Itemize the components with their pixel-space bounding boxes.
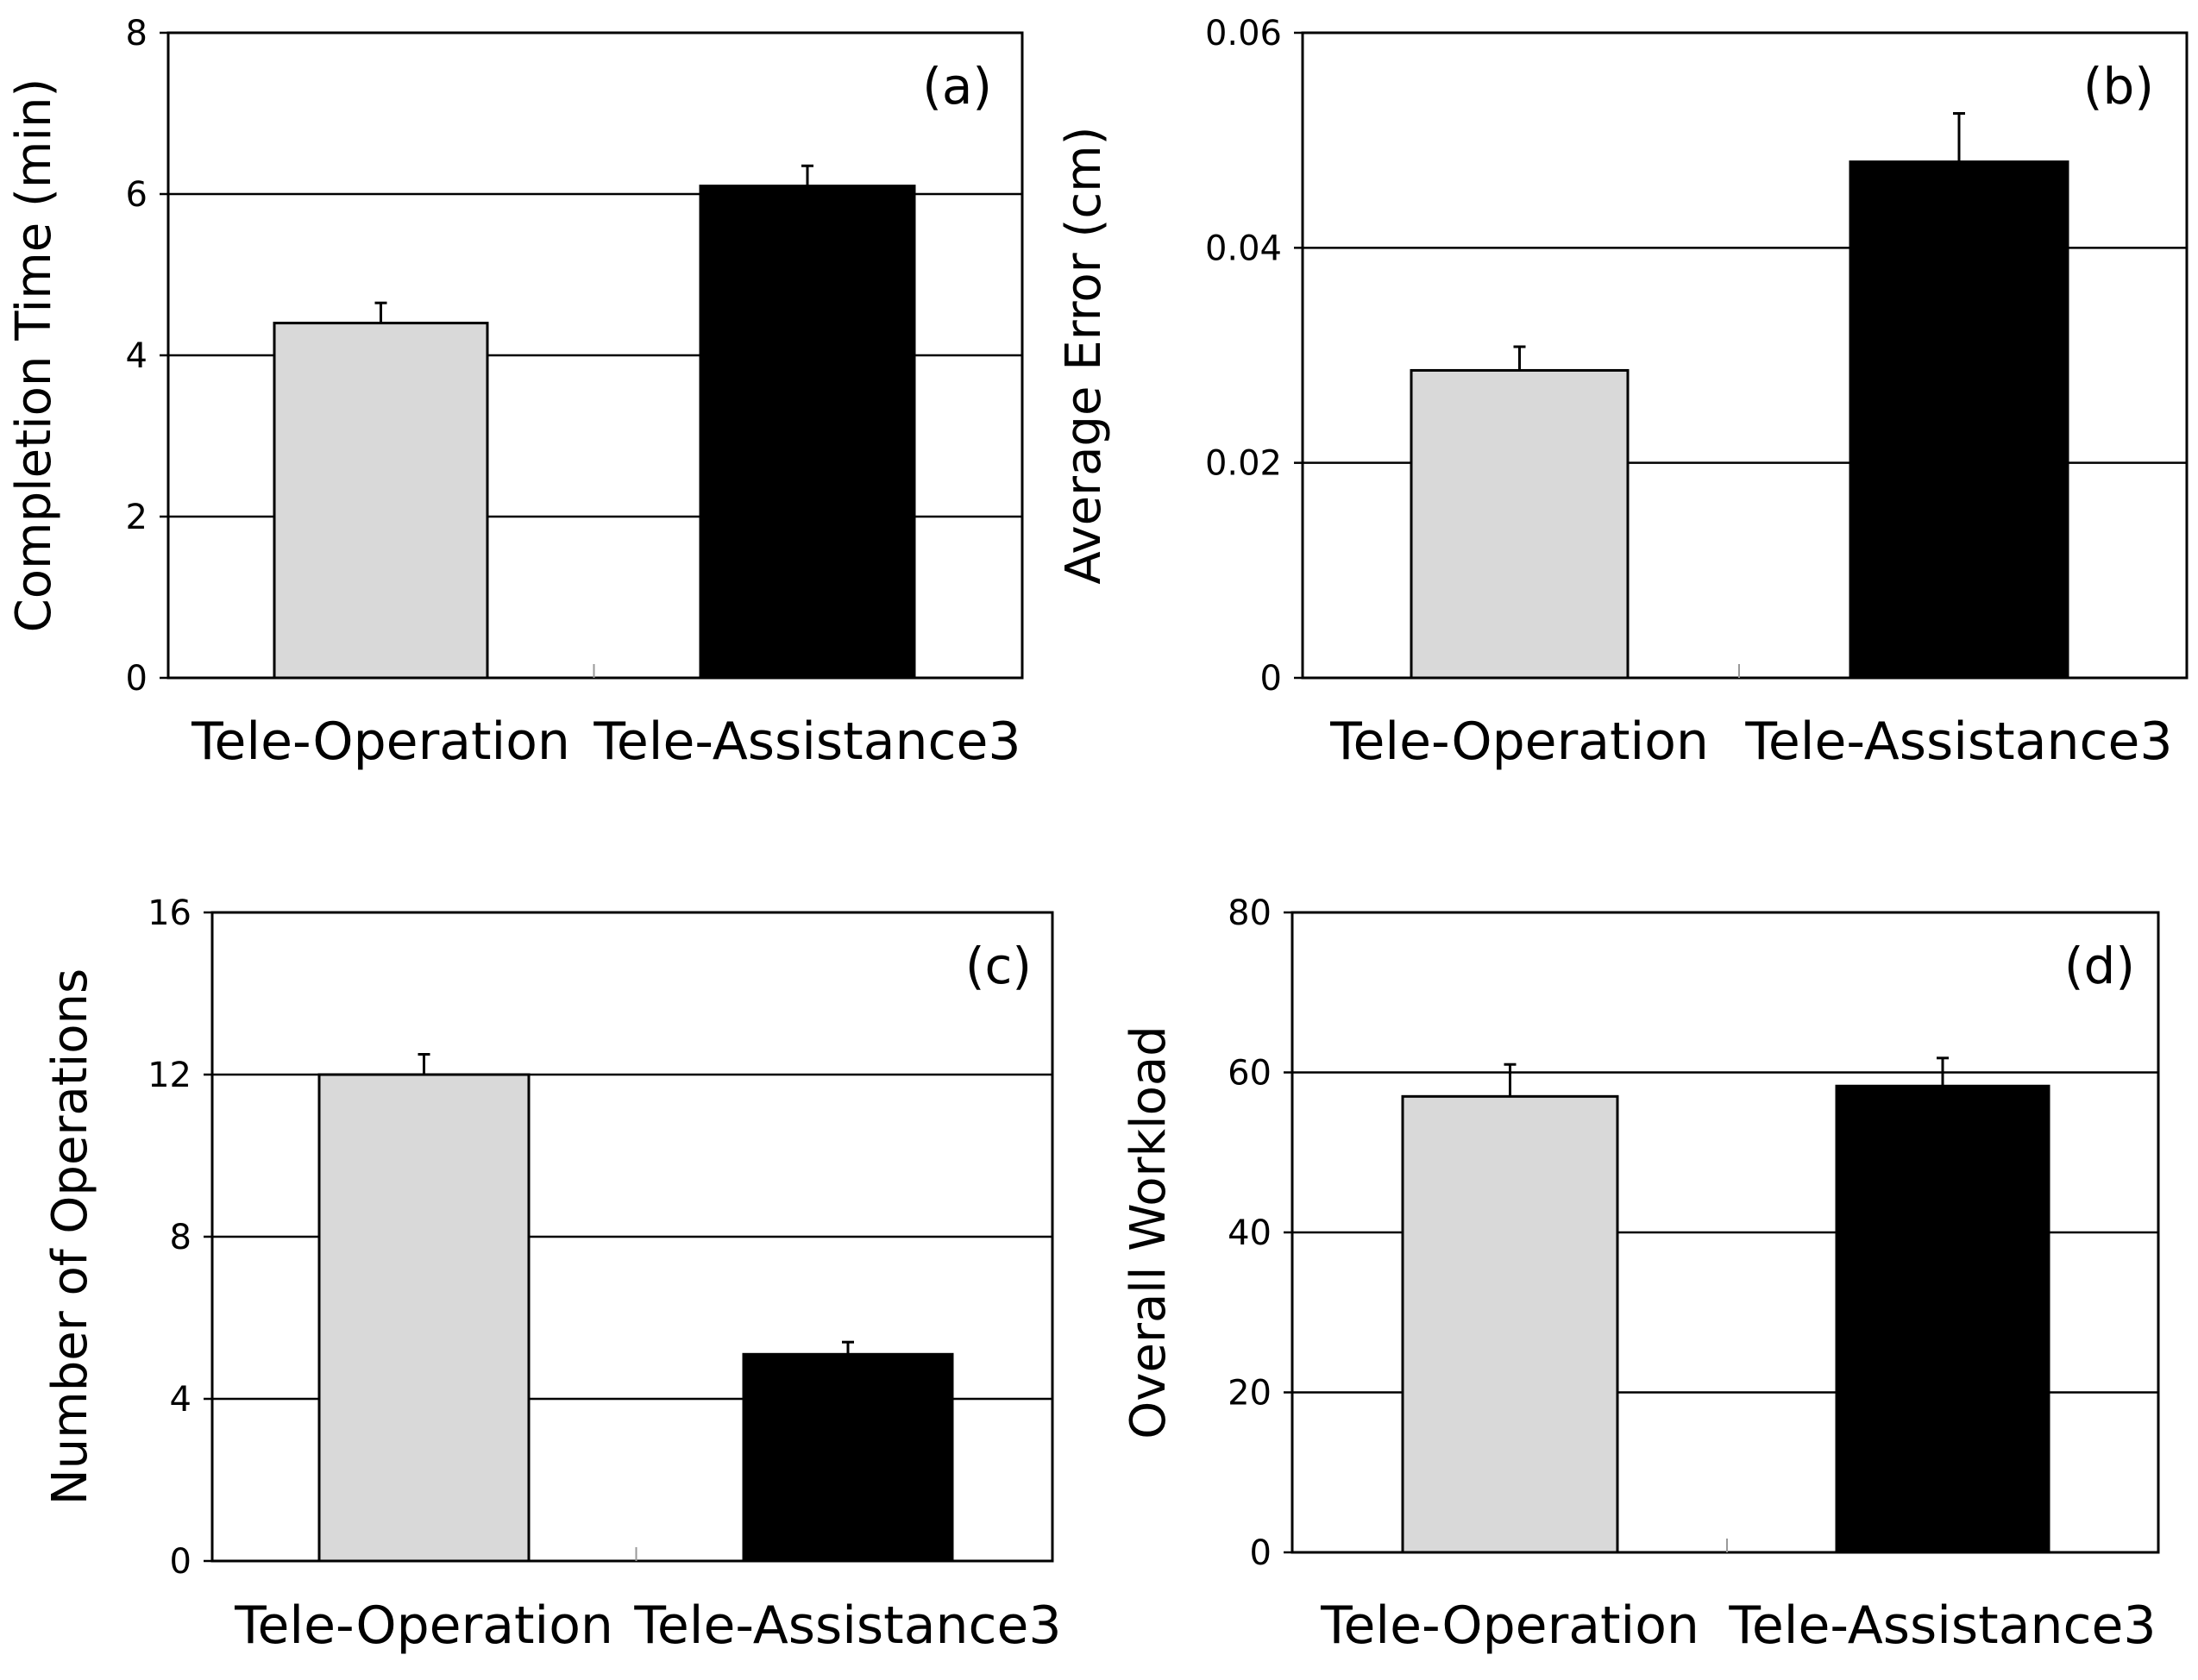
bar-to: [273, 322, 489, 680]
y-tick-label: 0: [1260, 659, 1282, 699]
bar-to: [1401, 1094, 1619, 1554]
y-tick-label: 20: [1228, 1374, 1272, 1414]
panel-b: 0 0.02 0.04 0.06 Tele-Operation Tele-Assistan…: [1056, 14, 2189, 772]
y-tick-label: 4: [170, 1380, 192, 1420]
category-label-to: Tele-Operation: [1320, 1595, 1699, 1656]
y-tick-label: 2: [126, 498, 148, 537]
y-axis-label: Average Error (cm): [1056, 126, 1112, 584]
y-tick-label: 0.02: [1205, 444, 1282, 484]
y-tick-label: 4: [126, 336, 148, 376]
bar-ta3: [699, 185, 916, 680]
y-axis-label: Number of Operations: [42, 969, 98, 1505]
panel-tag: (d): [2064, 937, 2135, 995]
y-tick-label: 12: [148, 1056, 192, 1095]
category-label-ta3: Tele-Assistance3: [1744, 711, 2172, 772]
category-label-ta3: Tele-Assistance3: [593, 711, 1020, 772]
panel-d: 0 20 40 60 80 Tele-Operation Tele-Assistance3 O…: [1121, 893, 2160, 1656]
category-label-ta3: Tele-Assistance3: [633, 1595, 1061, 1656]
y-tick-label: 60: [1228, 1054, 1272, 1094]
y-tick-label: 16: [148, 893, 192, 933]
y-axis-label: Overall Workload: [1121, 1025, 1177, 1439]
bar-ta3: [742, 1352, 954, 1563]
panel-tag: (b): [2083, 57, 2154, 116]
y-tick-label: 80: [1228, 893, 1272, 933]
y-tick-label: 8: [170, 1218, 192, 1257]
y-tick-label: 0: [126, 659, 148, 699]
panel-tag: (c): [965, 937, 1032, 995]
y-tick-label: 8: [126, 14, 148, 53]
bar-ta3: [1835, 1084, 2050, 1554]
plot-frame: [1301, 31, 2189, 680]
panel-a: 0 2 4 6 8 Tele-Operation Tele-Assistance3 Compl…: [6, 14, 1024, 772]
y-tick-label: 0: [1250, 1533, 1272, 1573]
bar-to: [317, 1073, 531, 1563]
y-tick-label: 0.04: [1205, 229, 1282, 268]
category-label-to: Tele-Operation: [191, 711, 570, 772]
y-axis-label: Completion Time (min): [6, 78, 62, 633]
y-tick-label: 40: [1228, 1213, 1272, 1253]
bar-ta3: [1849, 160, 2069, 680]
category-label-to: Tele-Operation: [1329, 711, 1709, 772]
panel-tag: (a): [922, 57, 992, 116]
y-tick-label: 6: [126, 175, 148, 215]
y-tick-label: 0.06: [1205, 14, 1282, 53]
bar-to: [1410, 368, 1630, 680]
category-label-ta3: Tele-Assistance3: [1728, 1595, 2156, 1656]
y-tick-label: 0: [170, 1542, 192, 1582]
panel-c: 0 4 8 12 16 Tele-Operation Tele-Assistance3 Num…: [42, 893, 1062, 1656]
category-label-to: Tele-Operation: [234, 1595, 613, 1656]
